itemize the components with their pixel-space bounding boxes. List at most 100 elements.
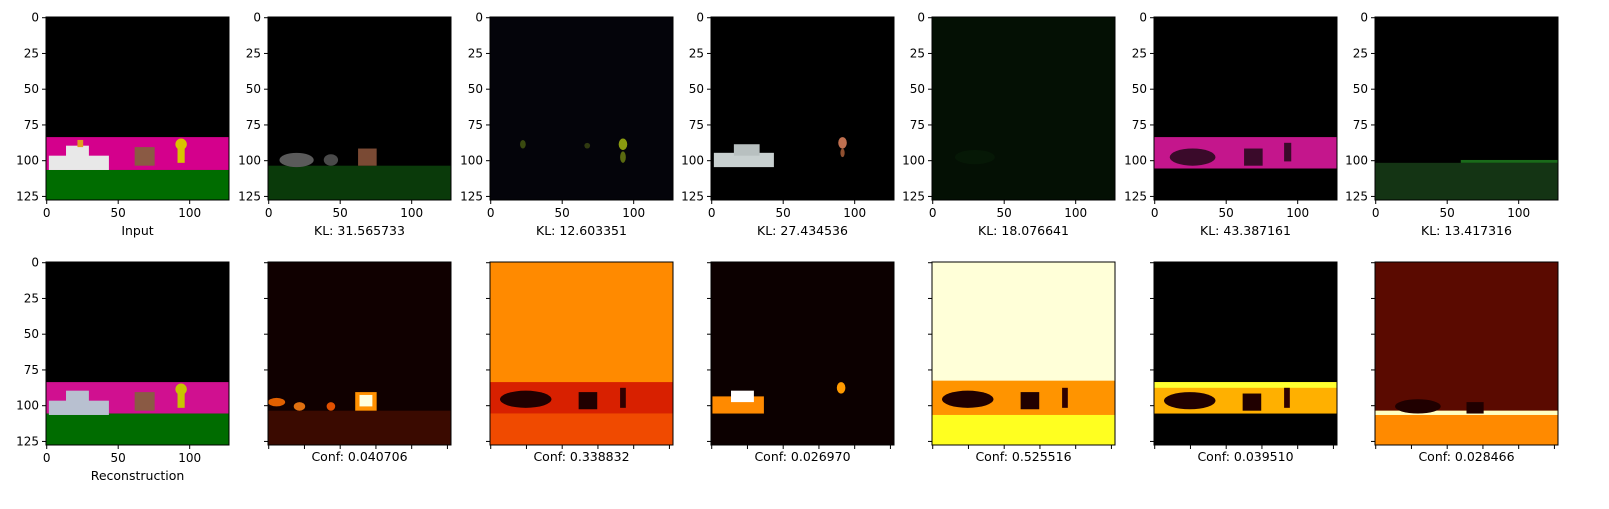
x-tick-label: 50 [555, 206, 570, 220]
panel-frame [45, 261, 230, 446]
y-tick-label: 25 [24, 46, 39, 60]
faint-blob [954, 149, 995, 165]
heatmap-low [268, 410, 451, 445]
box-shadow [1244, 148, 1263, 166]
panel-image [490, 17, 673, 200]
car-shape [713, 152, 774, 168]
panel-image [1375, 17, 1558, 200]
y-tick-label: 25 [468, 46, 483, 60]
conf-label: Conf: 0.040706 [311, 449, 407, 464]
dark-car [1164, 392, 1216, 410]
panel-bottom-2: Conf: 0.338832 [486, 261, 674, 464]
key-blob [618, 138, 628, 150]
x-tick-label: 0 [929, 206, 937, 220]
panel-bottom-1: Conf: 0.040706 [264, 261, 452, 464]
y-tick-label: 75 [468, 118, 483, 132]
input-label: Input [121, 223, 153, 238]
x-tick-label: 100 [1507, 206, 1530, 220]
x-tick-label: 50 [333, 206, 348, 220]
y-tick-label: 100 [1345, 154, 1368, 168]
panel-frame [267, 261, 452, 446]
background [711, 17, 894, 200]
background [932, 17, 1115, 200]
y-tick-label: 50 [468, 82, 483, 96]
y-tick-label: 75 [689, 118, 704, 132]
y-tick-label: 75 [910, 118, 925, 132]
y-tick-label: 125 [16, 189, 39, 203]
x-tick-label: 100 [843, 206, 866, 220]
conf-label: Conf: 0.525516 [975, 449, 1071, 464]
y-tick-label: 125 [681, 189, 704, 203]
panel-bottom-3: Conf: 0.026970 [707, 261, 895, 464]
key-blob [838, 137, 847, 149]
x-tick-label: 100 [1064, 206, 1087, 220]
panel-image [268, 262, 451, 445]
green-ground [1375, 162, 1558, 200]
panel-image [711, 17, 894, 200]
panel-image [711, 262, 894, 445]
hot-spot [326, 402, 336, 411]
green-ground [46, 169, 229, 200]
conf-label: Conf: 0.039510 [1197, 449, 1293, 464]
dark-box [1242, 393, 1262, 411]
heatmap-bg [711, 262, 894, 445]
x-tick-label: 50 [111, 206, 126, 220]
conf-label: Conf: 0.028466 [1418, 449, 1514, 464]
x-tick-label: 50 [111, 451, 126, 465]
panel-top-0: 0 25 50 75 100 125 0 50 100 Input [16, 11, 230, 238]
key-shape [177, 142, 185, 163]
x-tick-label: 50 [997, 206, 1012, 220]
panel-top-5: 0 25 50 75 100 125 0 50 100 KL: 43.387161 [1124, 11, 1338, 238]
dark-key [1062, 387, 1068, 408]
panel-frame [931, 16, 1116, 201]
y-tick-label: 0 [917, 11, 925, 25]
reconstruction-label: Reconstruction [91, 468, 185, 483]
box-shape [134, 392, 155, 411]
x-tick-label: 0 [1372, 206, 1380, 220]
heatmap-ground [932, 414, 1115, 445]
spot [584, 142, 591, 149]
y-tick-label: 50 [1353, 82, 1368, 96]
y-tick-label: 0 [1360, 11, 1368, 25]
x-tick-label: 0 [43, 451, 51, 465]
heatmap-edge [1154, 382, 1337, 388]
green-ground [46, 413, 229, 445]
y-tick-label: 75 [24, 118, 39, 132]
panel-image [932, 262, 1115, 445]
panel-bottom-5: Conf: 0.039510 [1150, 261, 1338, 464]
y-tick-label: 100 [238, 154, 261, 168]
x-tick-label: 100 [400, 206, 423, 220]
key-head-shape [175, 138, 187, 150]
car-blob [323, 154, 339, 166]
key-blob [840, 148, 845, 158]
car-cab-shape [66, 145, 89, 158]
x-tick-label: 50 [1440, 206, 1455, 220]
kl-label: KL: 12.603351 [536, 223, 627, 238]
hot-core [359, 394, 373, 407]
x-tick-label: 50 [1219, 206, 1234, 220]
y-tick-label: 125 [902, 189, 925, 203]
y-tick-label: 100 [460, 154, 483, 168]
y-tick-label: 0 [31, 256, 39, 270]
panel-frame [931, 261, 1116, 446]
panel-frame [1153, 261, 1338, 446]
car-shape [48, 400, 109, 415]
panel-top-2: 0 25 50 75 100 125 0 50 100 KL: 12.603351 [460, 11, 674, 238]
dark-car [500, 390, 552, 408]
panel-frame [489, 261, 674, 446]
panel-image [490, 262, 673, 445]
y-tick-label: 50 [910, 82, 925, 96]
y-tick-label: 0 [253, 11, 261, 25]
panel-image [46, 17, 229, 200]
y-tick-label: 75 [246, 118, 261, 132]
background [490, 17, 673, 200]
y-tick-label: 25 [1353, 46, 1368, 60]
x-tick-label: 0 [708, 206, 716, 220]
panel-frame [1153, 16, 1338, 201]
panel-top-1: 0 25 50 75 100 125 0 50 100 KL: 31.565733 [238, 11, 452, 238]
y-tick-label: 50 [24, 327, 39, 341]
dark-box [578, 392, 598, 410]
panel-top-6: 0 25 50 75 100 125 0 50 100 KL: 13.417316 [1345, 11, 1559, 238]
green-ground [268, 165, 451, 200]
y-tick-label: 75 [24, 363, 39, 377]
